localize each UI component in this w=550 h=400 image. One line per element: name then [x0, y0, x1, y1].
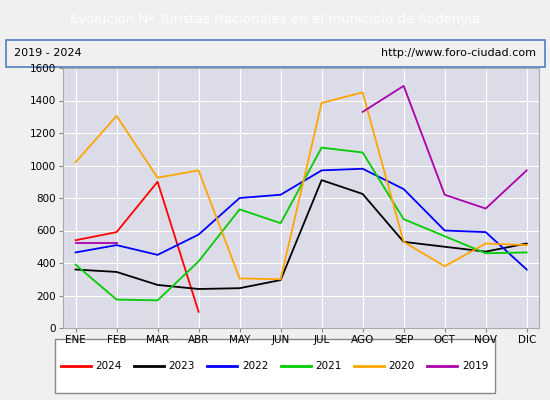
Text: Evolucion Nº Turistas Nacionales en el municipio de Rodonyià: Evolucion Nº Turistas Nacionales en el m…: [70, 12, 480, 26]
Text: 2020: 2020: [388, 361, 415, 371]
Text: 2022: 2022: [242, 361, 268, 371]
Text: 2019: 2019: [462, 361, 488, 371]
Text: 2023: 2023: [168, 361, 195, 371]
Text: 2021: 2021: [315, 361, 342, 371]
Text: http://www.foro-ciudad.com: http://www.foro-ciudad.com: [381, 48, 536, 58]
Text: 2024: 2024: [95, 361, 122, 371]
Text: 2019 - 2024: 2019 - 2024: [14, 48, 81, 58]
FancyBboxPatch shape: [55, 339, 495, 393]
